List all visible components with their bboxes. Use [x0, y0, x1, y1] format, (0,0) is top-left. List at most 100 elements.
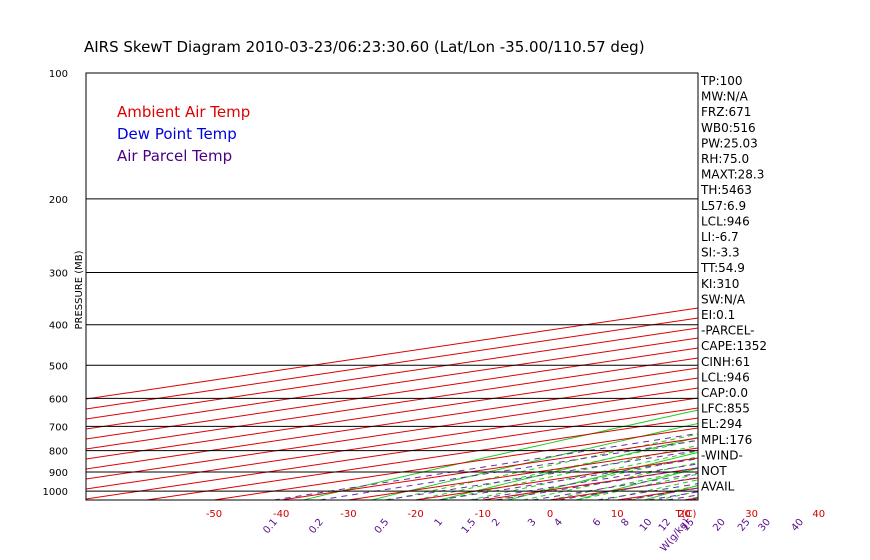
- bottom-temp-tick-label: -50: [206, 509, 222, 520]
- pressure-tick-label: 200: [49, 195, 68, 206]
- moist-adiabat: [388, 433, 698, 500]
- mixing-ratio-label: 0.2: [307, 517, 326, 536]
- isotherm: [752, 73, 870, 500]
- pressure-tick-label: 100: [49, 69, 68, 80]
- mixing-ratio-label: 20: [711, 517, 728, 534]
- isotherm: [86, 377, 698, 470]
- bottom-temp-tick-label: -30: [340, 509, 356, 520]
- isotherm: [86, 397, 698, 490]
- index-entry: EI:0.1: [701, 308, 735, 322]
- mixing-ratio-label: 40: [789, 517, 806, 534]
- axes-layer: 1002003004005006007008009001000PRESSURE …: [43, 69, 826, 554]
- pressure-tick-label: 900: [49, 468, 68, 479]
- series-line: [757, 73, 870, 491]
- mixing-ratio-line: [746, 301, 870, 501]
- index-entry: TT:54.9: [700, 261, 745, 275]
- index-entry: MAXT:28.3: [701, 168, 764, 182]
- index-entry: KI:310: [701, 277, 739, 291]
- temperature-unit-label: T(C): [675, 509, 697, 520]
- index-entry: CAP:0.0: [701, 386, 748, 400]
- isotherm: [146, 417, 698, 500]
- pressure-tick-label: 600: [49, 394, 68, 405]
- isotherm: [348, 447, 698, 500]
- isotherm: [482, 467, 698, 500]
- legend: Ambient Air Temp Dew Point Temp Air Parcel…: [117, 103, 250, 165]
- bottom-temp-tick-label: 40: [812, 509, 825, 520]
- index-entry: LI:-6.7: [701, 230, 739, 244]
- index-entry: AVAIL: [701, 480, 735, 494]
- index-entry: LCL:946: [701, 214, 750, 228]
- legend-entry: Dew Point Temp: [117, 125, 237, 143]
- mixing-ratio-label: 4: [552, 517, 565, 529]
- moist-adiabat: [765, 383, 870, 500]
- dry-adiabat: [439, 437, 698, 500]
- moist-adiabat: [738, 383, 870, 500]
- dry-adiabat: [848, 73, 870, 500]
- mixing-ratio-label: 8: [619, 517, 632, 529]
- index-entry: WB0:516: [701, 121, 756, 135]
- index-entry: SI:-3.3: [701, 246, 740, 260]
- moist-adiabat: [792, 383, 870, 500]
- index-entry: FRZ:671: [701, 105, 751, 119]
- bottom-temp-tick-label: -40: [273, 509, 289, 520]
- index-entry: L57:6.9: [701, 199, 746, 213]
- dry-adiabat: [575, 467, 698, 500]
- mixing-ratio-line: [532, 472, 698, 500]
- index-entry: LCL:946: [701, 370, 750, 384]
- moist-adiabat: [846, 383, 870, 500]
- grid-layer: [86, 73, 870, 501]
- mixing-ratio-line: [496, 467, 698, 500]
- mixing-ratio-line: [666, 494, 698, 500]
- index-entry: CINH:61: [701, 355, 750, 369]
- bottom-temp-tick-label: 20: [678, 509, 691, 520]
- chart-title: AIRS SkewT Diagram 2010-03-23/06:23:30.6…: [84, 38, 645, 56]
- index-entry: SW:N/A: [701, 292, 746, 306]
- mixing-ratio-label: 1: [433, 517, 446, 529]
- mixing-ratio-label: 0.5: [373, 517, 392, 536]
- index-entry: MW:N/A: [701, 90, 749, 104]
- index-entry: PW:25.03: [701, 136, 758, 150]
- mixing-ratio-line: [558, 477, 698, 500]
- mixing-ratio-line: [438, 458, 698, 500]
- bottom-temp-tick-label: 0: [547, 509, 553, 520]
- index-entry: -PARCEL-: [701, 324, 755, 338]
- pressure-tick-label: 1000: [43, 487, 68, 498]
- isotherm: [86, 387, 698, 480]
- bottom-temp-tick-label: 10: [611, 509, 624, 520]
- bottom-temp-tick-label: -10: [475, 509, 491, 520]
- mixing-ratio-label: 30: [756, 517, 773, 534]
- mixing-ratio-label: 2: [490, 517, 503, 529]
- dry-adiabat: [780, 73, 870, 500]
- isotherm: [86, 367, 698, 460]
- mixing-ratio-label: 10: [638, 517, 655, 534]
- index-entry: -WIND-: [701, 448, 743, 462]
- moist-adiabat: [496, 456, 698, 500]
- pressure-tick-label: 300: [49, 269, 68, 280]
- pressure-tick-label: 500: [49, 361, 68, 372]
- index-entry: NOT: [701, 464, 727, 478]
- legend-entry: Ambient Air Temp: [117, 103, 250, 121]
- pressure-tick-label: 800: [49, 447, 68, 458]
- plot-frame: [85, 72, 699, 501]
- index-entry: RH:75.0: [701, 152, 749, 166]
- mixing-ratio-line: [767, 301, 870, 501]
- mixing-ratio-label: 6: [591, 517, 604, 529]
- isotherm: [86, 347, 698, 440]
- bottom-temp-tick-label: 30: [745, 509, 758, 520]
- series-line: [757, 73, 870, 491]
- moist-adiabat: [442, 444, 698, 500]
- isotherm: [86, 407, 698, 500]
- bottom-temp-tick-label: -20: [407, 509, 423, 520]
- legend-entry: Air Parcel Temp: [117, 147, 232, 165]
- mixing-ratio-line: [385, 449, 698, 500]
- mixing-ratio-line: [472, 463, 698, 500]
- isotherm: [819, 73, 870, 500]
- isotherm: [213, 427, 698, 500]
- index-entry: TP:100: [700, 74, 743, 88]
- isotherm: [86, 357, 698, 450]
- pressure-tick-label: 700: [49, 422, 68, 433]
- y-axis-label: PRESSURE (MB): [74, 250, 85, 329]
